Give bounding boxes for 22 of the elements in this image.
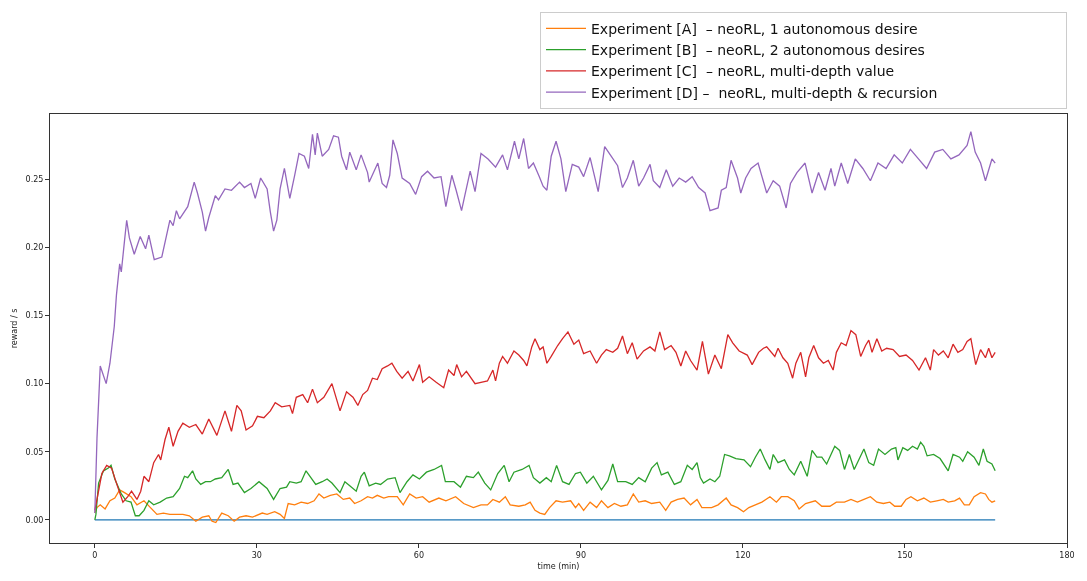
y-tick-label: 0.20 bbox=[25, 243, 44, 253]
line-series bbox=[94, 489, 996, 524]
x-axis-title: time (min) bbox=[537, 561, 580, 571]
legend-label: Experiment [C] – neoRL, multi-depth value bbox=[591, 63, 895, 80]
legend-label: Experiment [A] – neoRL, 1 autonomous desire bbox=[591, 20, 918, 37]
x-tick-label: 60 bbox=[413, 550, 424, 560]
y-tick-label: 0.00 bbox=[25, 515, 44, 525]
line-series bbox=[94, 131, 996, 514]
legend-label: Experiment [B] – neoRL, 2 autonomous desires bbox=[591, 42, 925, 59]
y-tick-label: 0.10 bbox=[25, 379, 44, 389]
x-tick-label: 90 bbox=[575, 550, 586, 560]
y-tick-label: 0.05 bbox=[25, 447, 44, 457]
legend-label: Experiment [D] – neoRL, multi-depth & recursion bbox=[591, 84, 938, 101]
x-tick-label: 120 bbox=[735, 550, 751, 560]
y-tick-label: 0.25 bbox=[25, 175, 44, 185]
y-axis-title: reward / s bbox=[10, 308, 20, 349]
x-tick-label: 180 bbox=[1059, 550, 1075, 560]
y-tick-label: 0.15 bbox=[25, 311, 44, 321]
x-tick-label: 30 bbox=[251, 550, 262, 560]
line-series bbox=[94, 441, 996, 521]
x-tick-label: 150 bbox=[897, 550, 913, 560]
x-tick-label: 0 bbox=[92, 550, 98, 560]
